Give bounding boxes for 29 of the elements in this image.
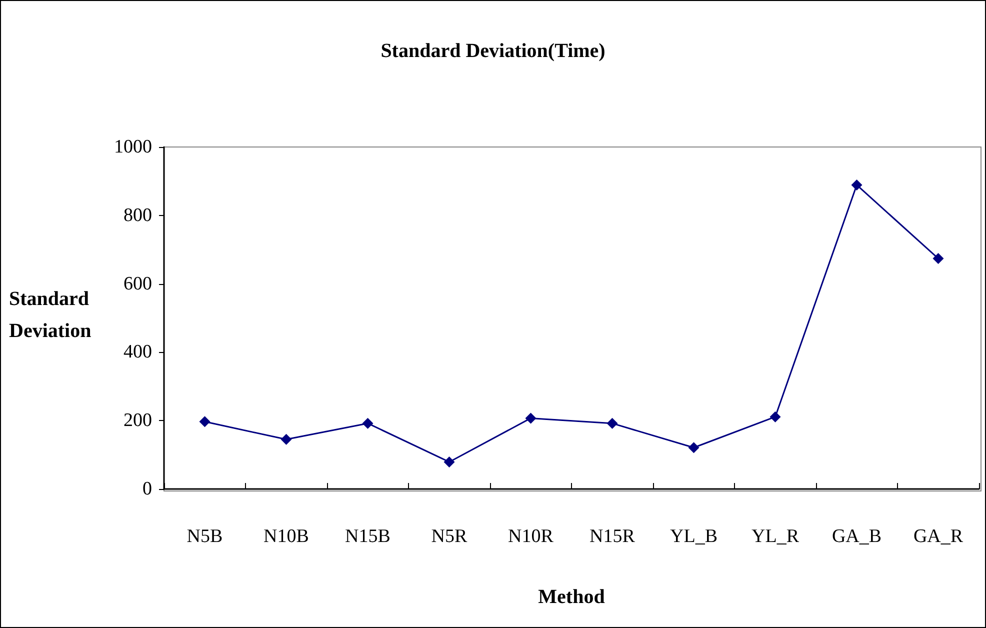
y-tick-label: 1000 <box>114 136 152 158</box>
x-tick-label: N10B <box>264 526 309 547</box>
y-tick-label: 800 <box>124 204 152 226</box>
y-axis-title: Standard Deviation <box>9 288 92 342</box>
y-tick-label: 200 <box>124 410 152 432</box>
point <box>444 456 455 468</box>
x-axis-title: Method <box>538 586 605 608</box>
point <box>199 416 210 428</box>
point <box>280 434 292 445</box>
point <box>606 418 618 429</box>
point <box>525 412 536 424</box>
y-tick-label: 0 <box>142 478 152 500</box>
x-tick-label: N15B <box>345 526 390 547</box>
x-tick-label: GA_B <box>832 526 882 547</box>
x-tick-label: N10R <box>508 526 554 547</box>
x-tick-label: N5R <box>431 526 468 547</box>
chart-title: Standard Deviation(Time) <box>380 40 606 62</box>
point <box>362 418 374 429</box>
x-tick-label: YL_R <box>752 526 800 547</box>
x-tick-label: YL_B <box>670 526 718 547</box>
point <box>851 179 862 190</box>
point <box>770 411 781 422</box>
x-tick-label: GA_R <box>913 526 964 547</box>
y-tick-label: 600 <box>124 273 152 294</box>
point <box>688 442 700 454</box>
point <box>932 252 944 264</box>
x-tick-label: N5B <box>186 526 223 547</box>
x-tick-label: N15R <box>590 526 636 547</box>
y-tick-label: 400 <box>124 342 152 363</box>
